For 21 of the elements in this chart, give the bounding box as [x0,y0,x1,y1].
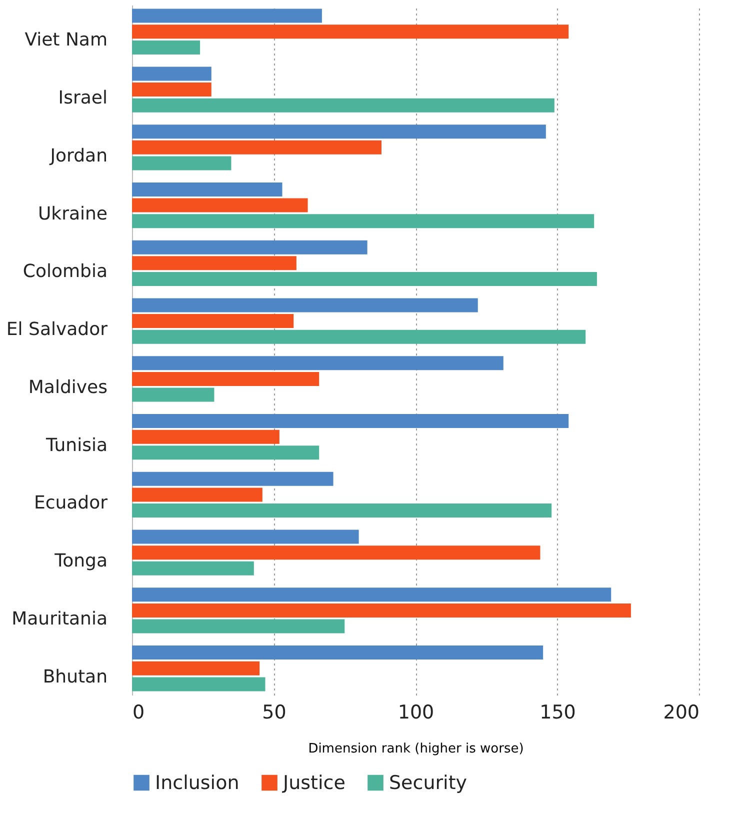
y-tick-label: Colombia [22,261,108,282]
y-tick-label: Ecuador [34,492,108,514]
x-tick-label: 0 [132,702,145,724]
y-tick-label: Tunisia [45,434,108,456]
x-tick-label: 50 [262,702,286,724]
x-tick-label: 200 [663,702,700,724]
legend-label: Security [389,772,468,794]
y-tick-label: Maldives [28,376,108,398]
y-tick-label: Jordan [49,145,108,166]
x-tick-label: 100 [398,702,434,724]
y-tick-label: Bhutan [42,666,108,688]
y-tick-label: El Salvador [6,319,108,340]
y-tick-label: Mauritania [12,608,108,630]
x-axis-title: Dimension rank (higher is worse) [308,742,524,756]
x-tick-label: 150 [540,702,576,724]
legend-label: Inclusion [155,772,240,794]
y-tick-label: Ukraine [38,203,108,224]
y-tick-label: Viet Nam [24,30,108,51]
y-tick-label: Israel [58,88,108,109]
y-tick-label: Tonga [54,550,108,572]
legend-label: Justice [282,772,346,794]
